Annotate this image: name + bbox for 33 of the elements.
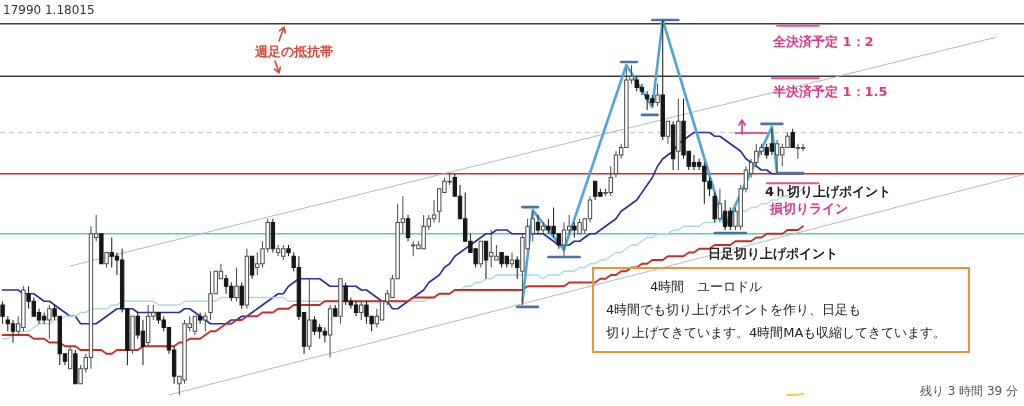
- candlestick: [515, 255, 520, 280]
- candlestick: [405, 214, 411, 242]
- text: 17990 1.18015: [3, 3, 95, 17]
- candlestick: [239, 282, 244, 310]
- annotation: 半決済予定 1：1.5: [772, 84, 888, 99]
- candlestick: [478, 240, 484, 268]
- candlestick: [0, 300, 5, 325]
- annotation: 週足の抵抗帯: [254, 44, 333, 59]
- annotation: 4ｈ切り上げポイント: [765, 184, 892, 199]
- candlestick: [197, 312, 203, 325]
- candlestick: [655, 83, 660, 107]
- candlestick: [509, 252, 515, 268]
- candlestick: [790, 128, 795, 148]
- annotation: 損切りライン: [769, 201, 848, 216]
- annotation: 4時間 ユーロドル: [650, 279, 763, 294]
- annotation: 全決済予定 1：2: [772, 34, 874, 49]
- annotation: 4時間でも切り上げポイントを作り、日足も: [606, 302, 862, 317]
- candlestick: [800, 143, 806, 152]
- candlestick: [712, 192, 717, 223]
- candlestick: [47, 304, 52, 340]
- candlestick: [665, 120, 671, 145]
- candlestick: [717, 188, 723, 223]
- candlestick: [359, 300, 364, 321]
- candlestick: [234, 267, 239, 302]
- candlestick: [795, 143, 801, 160]
- annotation: 切り上げてきています。4時間MAも収縮してきています。: [606, 325, 947, 340]
- annotation: 残り 3 時間 39 分: [919, 384, 1018, 398]
- candlestick: [67, 345, 73, 370]
- candlestick: [535, 214, 541, 235]
- annotation: 日足切り上げポイント: [708, 246, 838, 261]
- candlestick: [483, 240, 489, 280]
- candlestick: [249, 255, 255, 280]
- candlestick: [203, 312, 208, 332]
